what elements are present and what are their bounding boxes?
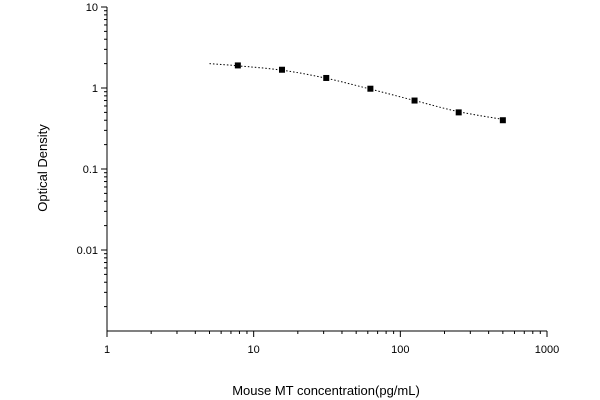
data-point [367, 85, 374, 92]
x-tick-label: 1 [104, 344, 110, 356]
axes-group [106, 7, 547, 332]
tick-labels-group: 1 10 100 1000 10 1 0.1 0.01 [77, 2, 560, 356]
x-tick-label: 100 [391, 344, 409, 356]
data-point [411, 97, 418, 104]
data-point [455, 109, 462, 116]
y-tick-label: 1 [92, 83, 98, 95]
ticks-group [101, 6, 548, 337]
fitted-curve-line [209, 63, 503, 120]
data-point [234, 62, 241, 69]
x-tick-label: 1000 [535, 344, 559, 356]
y-tick-label: 0.01 [77, 245, 98, 257]
y-tick-label: 0.1 [83, 164, 98, 176]
y-tick-label: 10 [86, 2, 98, 14]
data-point [323, 74, 330, 81]
y-axis-label: Optical Density [35, 124, 50, 212]
data-points-group [234, 62, 506, 124]
x-tick-label: 10 [248, 344, 260, 356]
data-point [278, 66, 285, 73]
x-axis-label: Mouse MT concentration(pg/mL) [232, 383, 420, 398]
data-point [499, 117, 506, 124]
fitted-curve-group [209, 63, 503, 120]
